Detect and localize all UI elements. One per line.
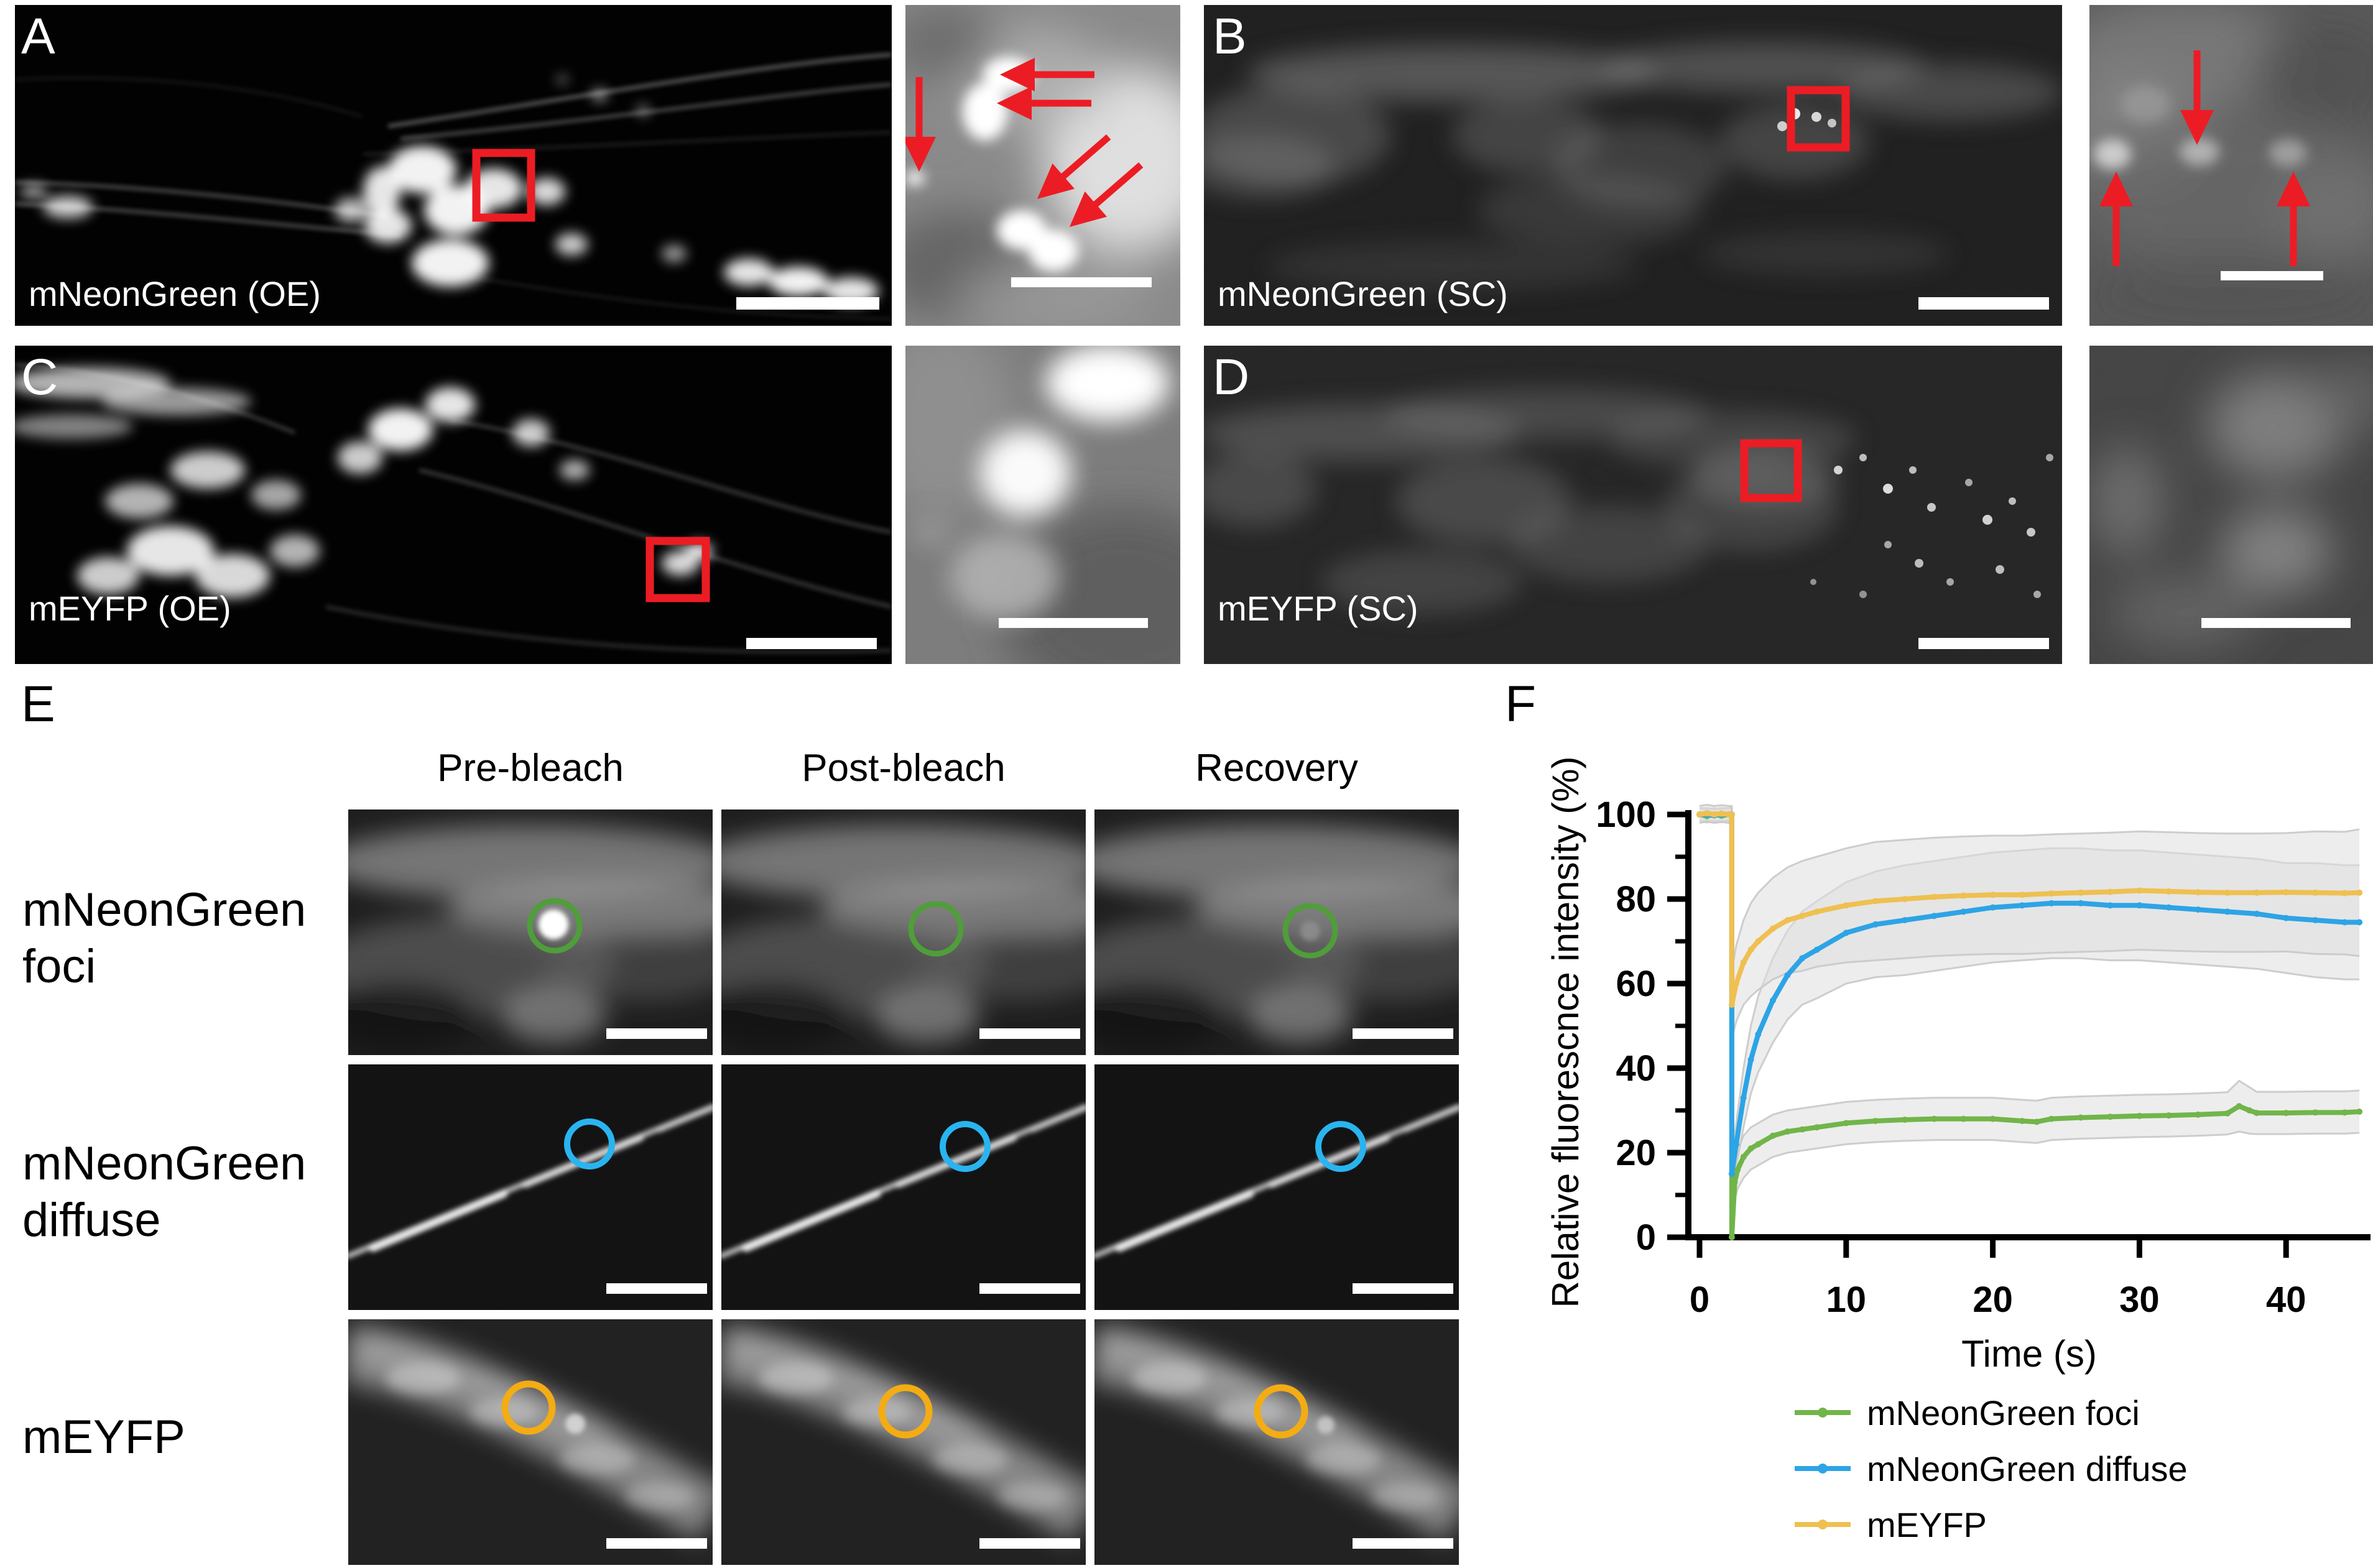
frap-diffuse-prebleach xyxy=(348,1064,713,1310)
x-tick-label: 10 xyxy=(1826,1280,1867,1320)
zoom-region-box xyxy=(472,149,535,222)
error-band xyxy=(1700,808,2360,1237)
y-tick-label: 60 xyxy=(1616,964,1656,1004)
y-axis-title: Relative fluorescnce intensity (%) xyxy=(1545,756,1586,1307)
bleach-roi-circle-green xyxy=(527,898,583,954)
column-header-prebleach: Pre-bleach xyxy=(437,747,624,790)
panel-c-inset xyxy=(905,346,1180,664)
panel-e-letter: E xyxy=(21,676,55,732)
panel-b-micrograph xyxy=(1204,5,2062,326)
y-tick-label: 0 xyxy=(1636,1217,1656,1258)
error-band xyxy=(1700,805,2360,1039)
scale-bar xyxy=(1918,638,2049,649)
scale-bar xyxy=(1011,277,1152,287)
frap-eyfp-recovery xyxy=(1094,1319,1459,1565)
zoom-region-box xyxy=(1740,439,1802,502)
legend-label: mNeonGreen diffuse xyxy=(1867,1449,2188,1488)
panel-c-letter: C xyxy=(21,349,58,405)
y-tick-label: 40 xyxy=(1616,1048,1656,1089)
y-tick-label: 20 xyxy=(1616,1133,1656,1173)
scale-bar xyxy=(1353,1283,1453,1294)
x-tick-label: 0 xyxy=(1690,1280,1709,1320)
panel-b-inset xyxy=(2089,5,2373,326)
panel-a-label: mNeonGreen (OE) xyxy=(29,274,321,313)
x-tick-label: 20 xyxy=(1973,1280,2013,1320)
row-label-foci: mNeonGreen foci xyxy=(22,883,307,994)
bleach-roi-circle-blue xyxy=(1315,1121,1366,1172)
scale-bar xyxy=(2221,271,2323,280)
panel-a-letter: A xyxy=(21,8,55,65)
x-axis-title: Time (s) xyxy=(1961,1333,2097,1375)
scale-bar xyxy=(746,638,877,649)
bleach-roi-circle-orange xyxy=(1254,1384,1308,1439)
x-tick-label: 40 xyxy=(2266,1280,2306,1320)
frap-recovery-chart: 0 20 40 60 80 100 0 10 20 30 40 Time (s) Relative fl… xyxy=(1545,756,2371,1544)
panel-b-label: mNeonGreen (SC) xyxy=(1218,274,1508,313)
panel-d-letter: D xyxy=(1213,349,1250,405)
scale-bar xyxy=(979,1538,1080,1549)
scale-bar xyxy=(979,1028,1080,1039)
row-label-eyfp: mEYFP xyxy=(22,1411,185,1464)
zoom-region-box xyxy=(1787,86,1850,152)
panel-f-letter: F xyxy=(1505,676,1537,732)
panel-c-label: mEYFP (OE) xyxy=(29,589,231,628)
scale-bar xyxy=(2201,618,2351,628)
y-tick-label: 100 xyxy=(1596,795,1656,835)
series-line xyxy=(1697,810,2362,1007)
bleach-roi-circle-green xyxy=(908,901,964,957)
frap-diffuse-postbleach xyxy=(721,1064,1086,1310)
bleach-roi-circle-green xyxy=(1282,903,1338,959)
column-header-recovery: Recovery xyxy=(1195,747,1358,790)
panel-d-inset xyxy=(2089,346,2373,664)
bleach-roi-circle-blue xyxy=(564,1118,615,1169)
legend-label: mNeonGreen foci xyxy=(1867,1393,2140,1432)
panel-d-micrograph xyxy=(1204,346,2062,664)
zoom-region-box xyxy=(645,537,710,602)
scale-bar xyxy=(1353,1028,1453,1039)
panel-a-inset xyxy=(905,5,1180,326)
y-tick-label: 80 xyxy=(1616,879,1656,920)
bleach-roi-circle-orange xyxy=(501,1380,556,1435)
frap-foci-prebleach xyxy=(348,809,713,1055)
scale-bar xyxy=(606,1028,707,1039)
scale-bar xyxy=(1918,297,2049,310)
legend-label: mEYFP xyxy=(1867,1505,1987,1544)
frap-eyfp-postbleach xyxy=(721,1319,1086,1565)
bleach-roi-circle-orange xyxy=(878,1384,933,1439)
x-tick-label: 30 xyxy=(2119,1280,2160,1320)
scale-bar xyxy=(606,1538,707,1549)
frap-eyfp-prebleach xyxy=(348,1319,713,1565)
scale-bar xyxy=(606,1283,707,1294)
panel-b-letter: B xyxy=(1213,8,1247,65)
column-header-postbleach: Post-bleach xyxy=(802,747,1006,790)
frap-foci-recovery xyxy=(1094,809,1459,1055)
scale-bar xyxy=(979,1283,1080,1294)
frap-foci-postbleach xyxy=(721,809,1086,1055)
panel-c-micrograph xyxy=(15,346,892,664)
scale-bar xyxy=(1353,1538,1453,1549)
panel-d-label: mEYFP (SC) xyxy=(1218,589,1418,628)
panel-a-micrograph xyxy=(15,5,892,326)
bleach-roi-circle-blue xyxy=(940,1121,991,1172)
row-label-diffuse: mNeonGreen diffuse xyxy=(22,1137,307,1247)
frap-diffuse-recovery xyxy=(1094,1064,1459,1310)
scale-bar xyxy=(999,618,1148,628)
scale-bar xyxy=(736,297,879,310)
